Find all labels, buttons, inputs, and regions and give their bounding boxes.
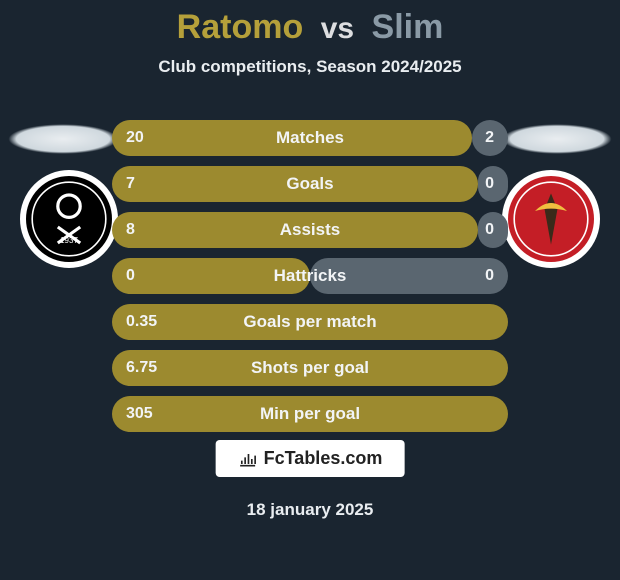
stat-row: Matches20 2 bbox=[112, 120, 508, 156]
page-title: Ratomo vs Slim bbox=[0, 0, 620, 47]
chart-icon bbox=[238, 449, 258, 469]
footer-site-label: FcTables.com bbox=[264, 448, 383, 469]
stat-row: Goals7 0 bbox=[112, 166, 508, 202]
subtitle: Club competitions, Season 2024/2025 bbox=[0, 57, 620, 77]
date-label: 18 january 2025 bbox=[0, 500, 620, 520]
stat-label: Min per goal bbox=[112, 396, 508, 432]
stat-value-left: 0.35 bbox=[112, 304, 171, 340]
stat-value-left: 6.75 bbox=[112, 350, 171, 386]
stat-label: Hattricks bbox=[112, 258, 508, 294]
stat-value-right: 0 bbox=[471, 166, 508, 202]
stat-label: Shots per goal bbox=[112, 350, 508, 386]
stat-value-left: 0 bbox=[112, 258, 149, 294]
shadow-right bbox=[502, 124, 612, 154]
stat-row: Assists8 0 bbox=[112, 212, 508, 248]
stat-value-left: 20 bbox=[112, 120, 158, 156]
stat-row: Goals per match0.35 bbox=[112, 304, 508, 340]
stat-row: Shots per goal6.75 bbox=[112, 350, 508, 386]
title-player2: Slim bbox=[372, 8, 444, 46]
stat-value-left: 7 bbox=[112, 166, 149, 202]
team-badge-left: 1937 bbox=[20, 170, 118, 268]
svg-text:1937: 1937 bbox=[60, 236, 78, 245]
stat-value-right: 0 bbox=[471, 258, 508, 294]
stat-row: Hattricks0 0 bbox=[112, 258, 508, 294]
pirates-crest-icon: 1937 bbox=[29, 179, 109, 259]
stat-value-right: 2 bbox=[471, 120, 508, 156]
footer-site-badge[interactable]: FcTables.com bbox=[216, 440, 405, 477]
al-ahly-crest-icon bbox=[511, 179, 591, 259]
stat-label: Assists bbox=[112, 212, 508, 248]
stat-label: Matches bbox=[112, 120, 508, 156]
stat-value-right: 0 bbox=[471, 212, 508, 248]
stat-label: Goals bbox=[112, 166, 508, 202]
stat-row: Min per goal305 bbox=[112, 396, 508, 432]
team-badge-right bbox=[502, 170, 600, 268]
stat-value-left: 8 bbox=[112, 212, 149, 248]
title-player1: Ratomo bbox=[177, 8, 304, 46]
stats-bars: Matches202Goals70Assists80Hattricks00Goa… bbox=[112, 120, 508, 442]
title-vs: vs bbox=[321, 12, 354, 45]
stat-label: Goals per match bbox=[112, 304, 508, 340]
stat-value-left: 305 bbox=[112, 396, 167, 432]
shadow-left bbox=[8, 124, 118, 154]
